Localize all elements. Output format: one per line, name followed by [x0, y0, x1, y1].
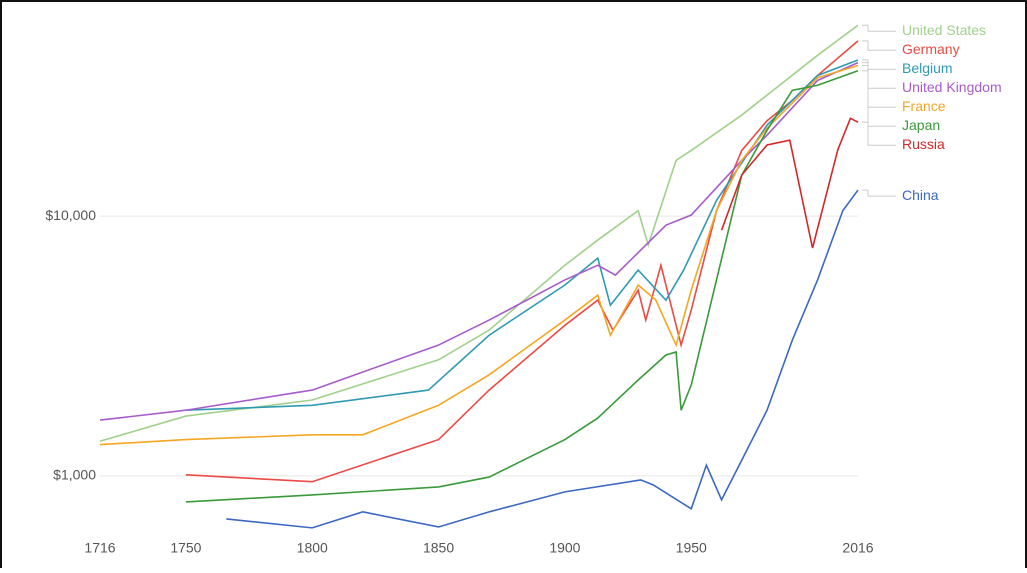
y-tick-label: $1,000	[53, 467, 96, 483]
legend-connector	[862, 189, 896, 197]
series-line	[185, 69, 859, 503]
legend-label: Russia	[902, 136, 945, 152]
legend-label: China	[902, 187, 939, 203]
legend-label: Japan	[902, 117, 940, 133]
x-tick-label: 1900	[549, 540, 580, 556]
legend-connector	[862, 24, 896, 32]
x-tick-label: 1950	[676, 540, 707, 556]
legend-connector	[862, 40, 896, 51]
x-tick-label: 1850	[423, 540, 454, 556]
series-line	[185, 40, 859, 483]
x-tick-label: 1800	[297, 540, 328, 556]
legend-label: Germany	[902, 41, 960, 57]
legend-label: Belgium	[902, 60, 953, 76]
legend-label: United States	[902, 22, 986, 38]
legend-connector	[862, 70, 896, 127]
x-tick-label: 1716	[84, 540, 115, 556]
y-tick-label: $10,000	[45, 207, 96, 223]
legend-label: France	[902, 98, 946, 114]
legend-label: United Kingdom	[902, 79, 1002, 95]
series-line	[99, 24, 859, 442]
x-tick-label: 1750	[170, 540, 201, 556]
x-tick-label: 2016	[842, 540, 873, 556]
series-line	[720, 117, 859, 249]
series-line	[99, 64, 859, 446]
series-line	[226, 189, 859, 529]
legend-connector	[862, 121, 896, 146]
